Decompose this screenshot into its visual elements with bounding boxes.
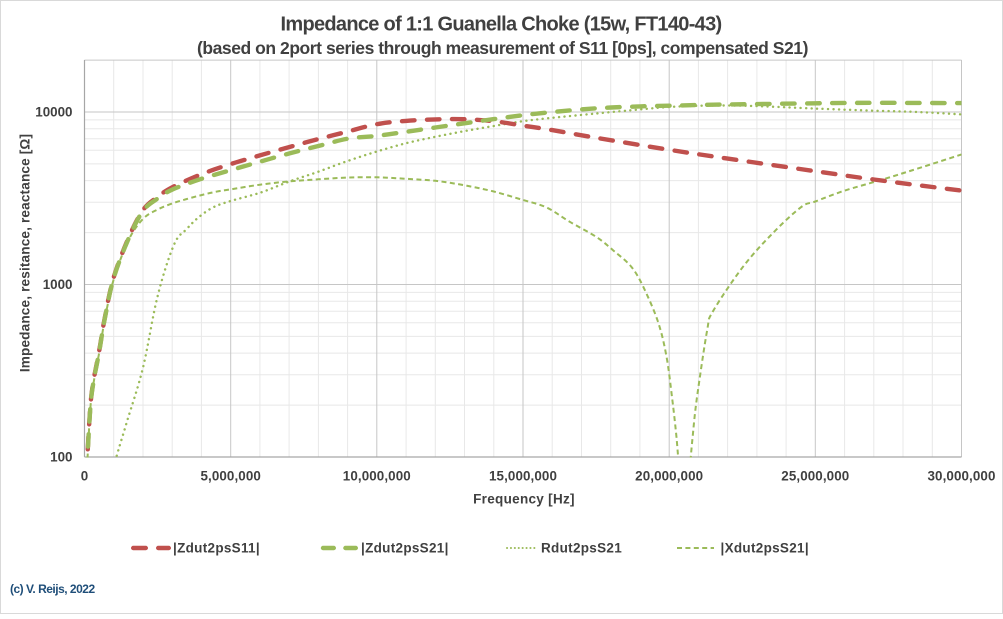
svg-text:Frequency [Hz]: Frequency [Hz] bbox=[473, 492, 575, 507]
svg-text:|Zdut2psS11|: |Zdut2psS11| bbox=[173, 541, 260, 556]
svg-text:100: 100 bbox=[50, 450, 72, 465]
svg-text:5,000,000: 5,000,000 bbox=[200, 469, 260, 484]
svg-text:25,000,000: 25,000,000 bbox=[781, 469, 849, 484]
svg-text:Impedance, resitance, reactanc: Impedance, resitance, reactance [Ω] bbox=[18, 134, 33, 372]
svg-text:0: 0 bbox=[81, 469, 89, 484]
svg-text:30,000,000: 30,000,000 bbox=[927, 469, 995, 484]
svg-text:10,000,000: 10,000,000 bbox=[343, 469, 411, 484]
svg-text:Impedance of 1:1 Guanella Chok: Impedance of 1:1 Guanella Choke (15w, FT… bbox=[281, 14, 722, 36]
svg-text:15,000,000: 15,000,000 bbox=[489, 469, 557, 484]
svg-text:20,000,000: 20,000,000 bbox=[635, 469, 703, 484]
svg-text:|Xdut2psS21|: |Xdut2psS21| bbox=[721, 541, 809, 556]
svg-text:1000: 1000 bbox=[43, 277, 73, 292]
svg-text:|Zdut2psS21|: |Zdut2psS21| bbox=[361, 541, 449, 556]
svg-text:Rdut2psS21: Rdut2psS21 bbox=[541, 541, 622, 556]
svg-text:(based on 2port series through: (based on 2port series through measureme… bbox=[197, 38, 808, 58]
svg-text:(c) V. Reijs, 2022: (c) V. Reijs, 2022 bbox=[10, 582, 95, 596]
svg-text:10000: 10000 bbox=[35, 105, 72, 120]
